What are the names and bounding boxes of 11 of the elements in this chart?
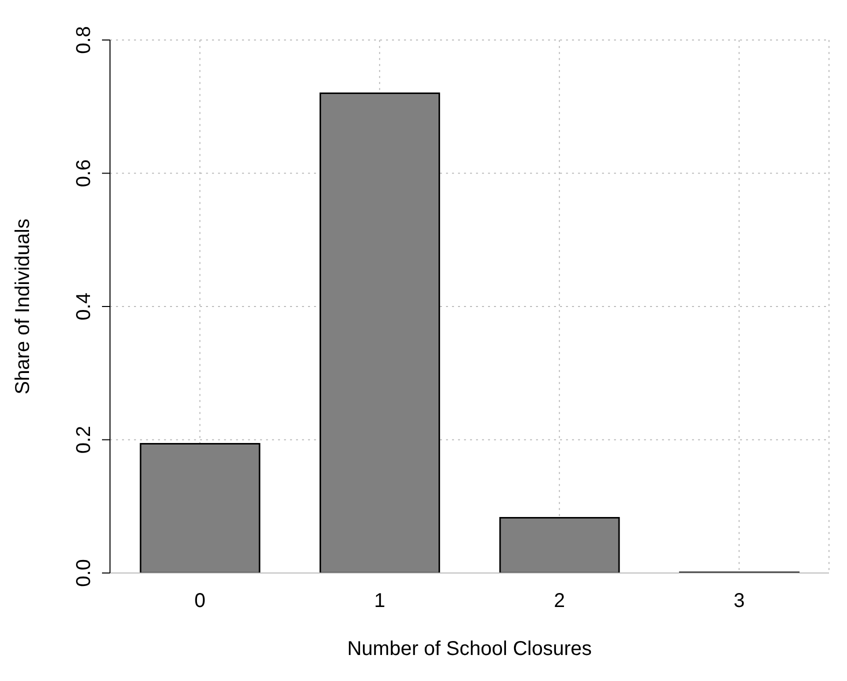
y-tick-label: 0.8	[73, 26, 95, 54]
y-tick-label: 0.6	[73, 159, 95, 188]
y-axis-title: Share of Individuals	[12, 218, 34, 394]
y-tick-label: 0.0	[73, 559, 95, 587]
y-tick-label: 0.4	[73, 292, 95, 320]
x-tick-label: 1	[374, 590, 386, 612]
x-tick-label: 2	[554, 590, 565, 612]
x-axis-title: Number of School Closures	[347, 638, 592, 660]
y-tick-label: 0.2	[73, 426, 95, 454]
x-tick-label: 0	[194, 590, 206, 612]
x-tick-label: 3	[734, 590, 745, 612]
